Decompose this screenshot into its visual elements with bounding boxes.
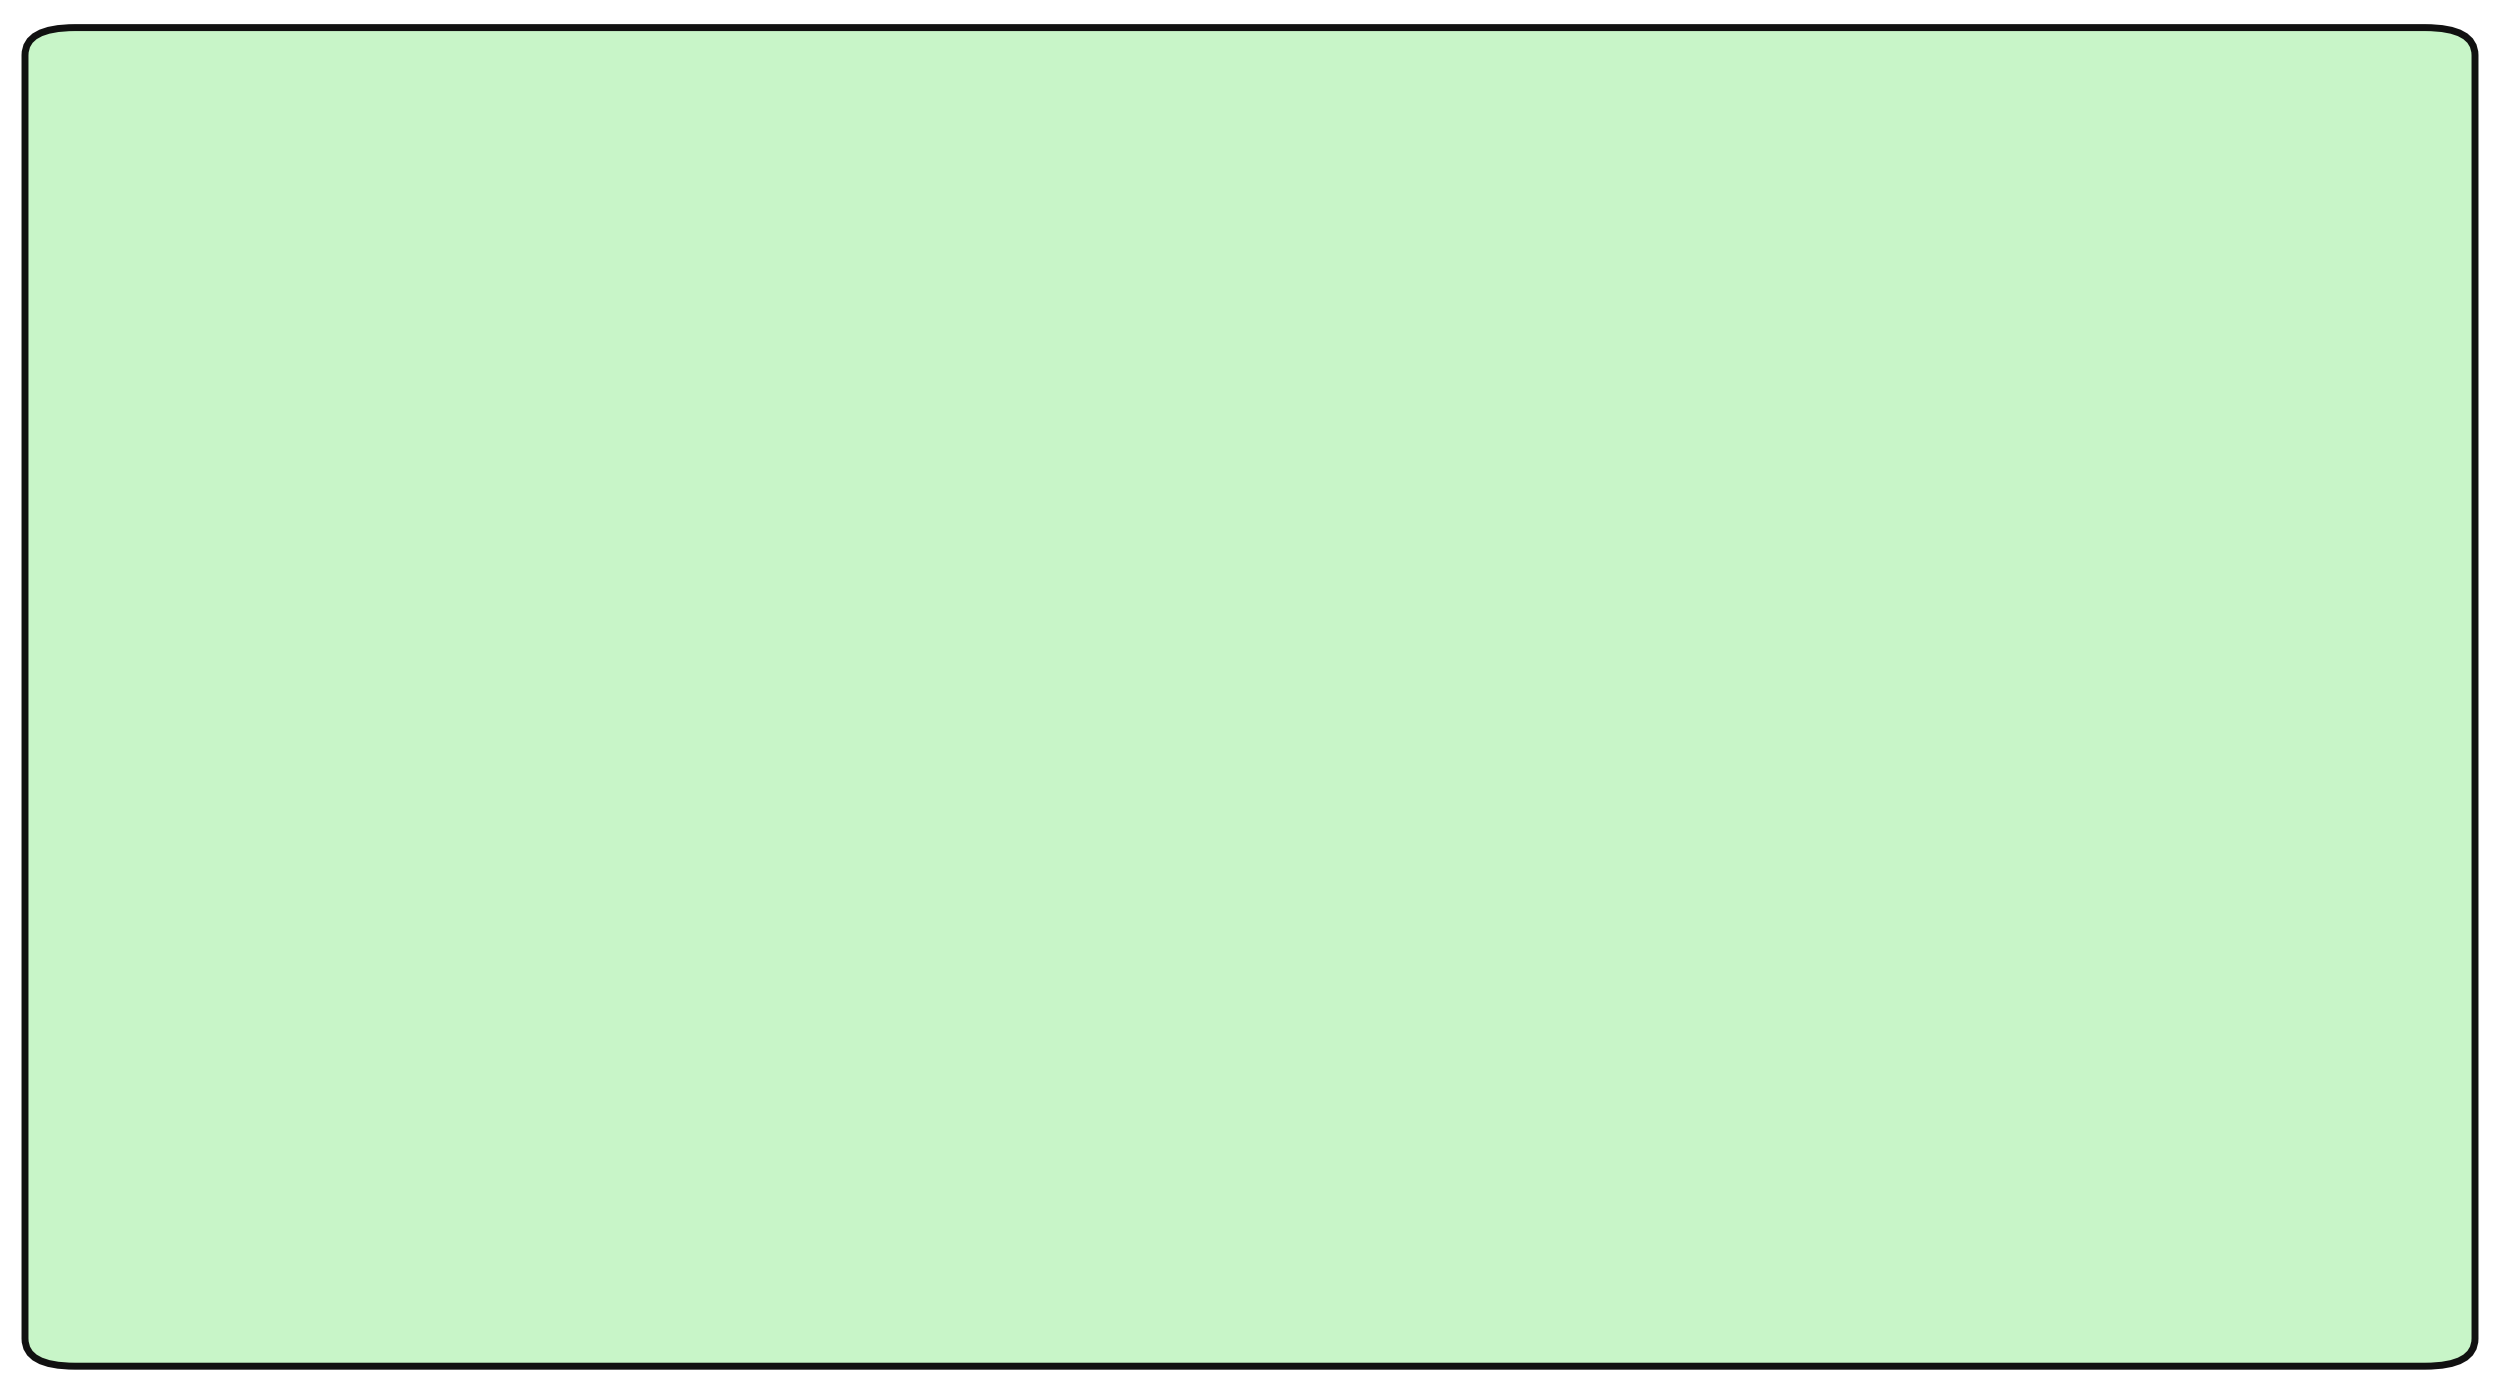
Text: Infant Mortality: Infant Mortality	[838, 201, 1132, 235]
Text: Stable (Random) Failure Period: Stable (Random) Failure Period	[1115, 862, 1435, 883]
Text: (metal migration, gate sinking, etc.): (metal migration, gate sinking, etc.)	[1438, 259, 1812, 280]
Text: (log(Time) vs. Normal Scale of CDF): (log(Time) vs. Normal Scale of CDF)	[1965, 393, 2285, 411]
Text: Device Degradation: Device Degradation	[1440, 201, 1810, 235]
Text: Failure Rate: Failure Rate	[170, 418, 200, 591]
Text: Wearout
Failure
Period: Wearout Failure Period	[1942, 862, 2028, 933]
Text: Applications: Applications	[1130, 560, 1360, 592]
Text: Lognormal Distribution: Lognormal Distribution	[1952, 342, 2298, 367]
Text: Time: Time	[1285, 1042, 1365, 1075]
Text: Components: Components	[438, 1029, 672, 1061]
Text: Technologies: Technologies	[2002, 560, 2248, 592]
Text: Early
Failure
Period: Early Failure Period	[520, 862, 590, 933]
Text: (bond wires, poor metallization, etc.): (bond wires, poor metallization, etc.)	[792, 259, 1178, 280]
